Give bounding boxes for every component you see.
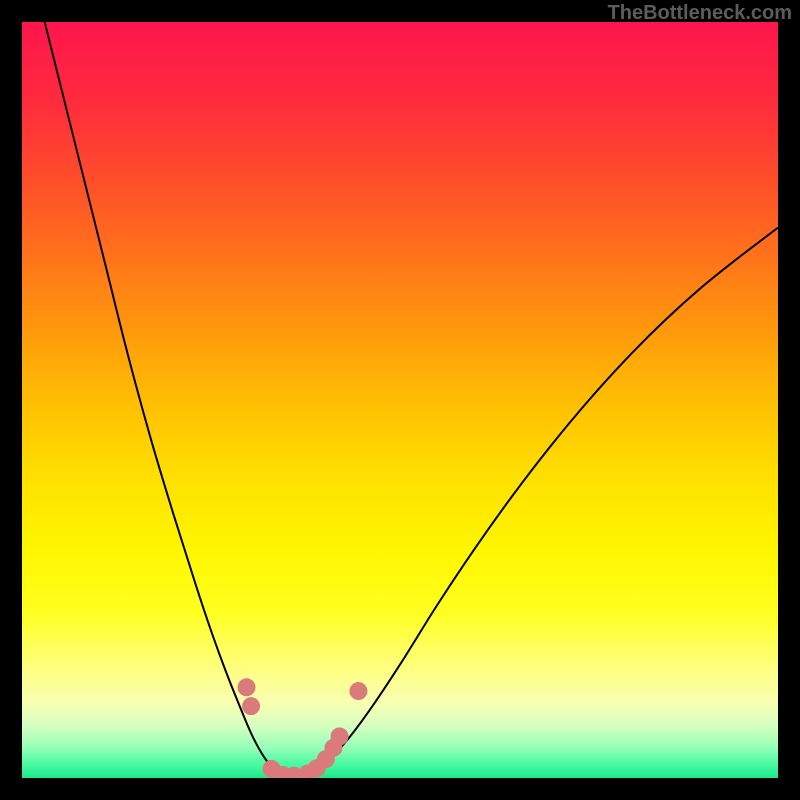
marker-group — [238, 678, 368, 778]
plot-area — [22, 22, 778, 778]
marker-point — [238, 678, 256, 696]
curve-layer — [22, 22, 778, 778]
curve-right — [306, 228, 779, 777]
marker-point — [349, 682, 367, 700]
curve-left — [45, 22, 287, 776]
marker-point — [331, 727, 349, 745]
marker-point — [242, 697, 260, 715]
watermark-text: TheBottleneck.com — [608, 2, 792, 25]
